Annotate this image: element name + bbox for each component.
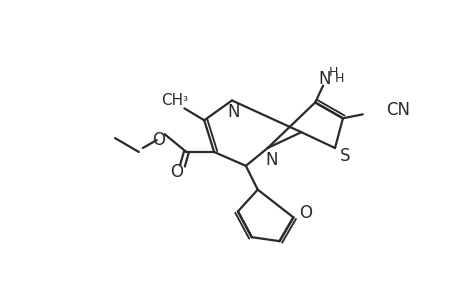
- Text: N: N: [265, 151, 277, 169]
- Text: N: N: [227, 103, 240, 122]
- Text: ₃: ₃: [181, 92, 186, 104]
- Text: O: O: [170, 163, 183, 181]
- Text: H: H: [328, 66, 337, 79]
- Text: O: O: [298, 204, 311, 222]
- Text: N: N: [318, 70, 330, 88]
- Text: O: O: [152, 131, 165, 149]
- Text: H: H: [334, 72, 343, 85]
- Text: CN: CN: [386, 101, 409, 119]
- Text: S: S: [339, 147, 349, 165]
- Text: CH: CH: [161, 93, 183, 108]
